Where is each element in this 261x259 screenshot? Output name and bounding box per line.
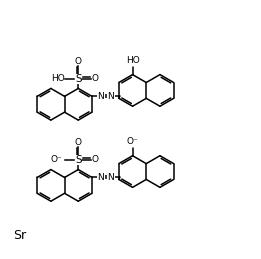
- Text: N: N: [98, 92, 104, 101]
- Text: S: S: [75, 74, 82, 84]
- Text: O: O: [75, 138, 82, 147]
- Text: Sr: Sr: [13, 229, 26, 242]
- Text: O: O: [92, 74, 99, 83]
- Text: N: N: [98, 173, 104, 182]
- Text: O: O: [75, 57, 82, 66]
- Text: O⁻: O⁻: [127, 137, 138, 146]
- Text: O⁻: O⁻: [51, 155, 62, 164]
- Text: N: N: [108, 173, 114, 182]
- Text: N: N: [108, 92, 114, 101]
- Text: O: O: [92, 155, 99, 164]
- Text: HO: HO: [126, 56, 139, 65]
- Text: S: S: [75, 155, 82, 165]
- Text: HO: HO: [51, 74, 64, 83]
